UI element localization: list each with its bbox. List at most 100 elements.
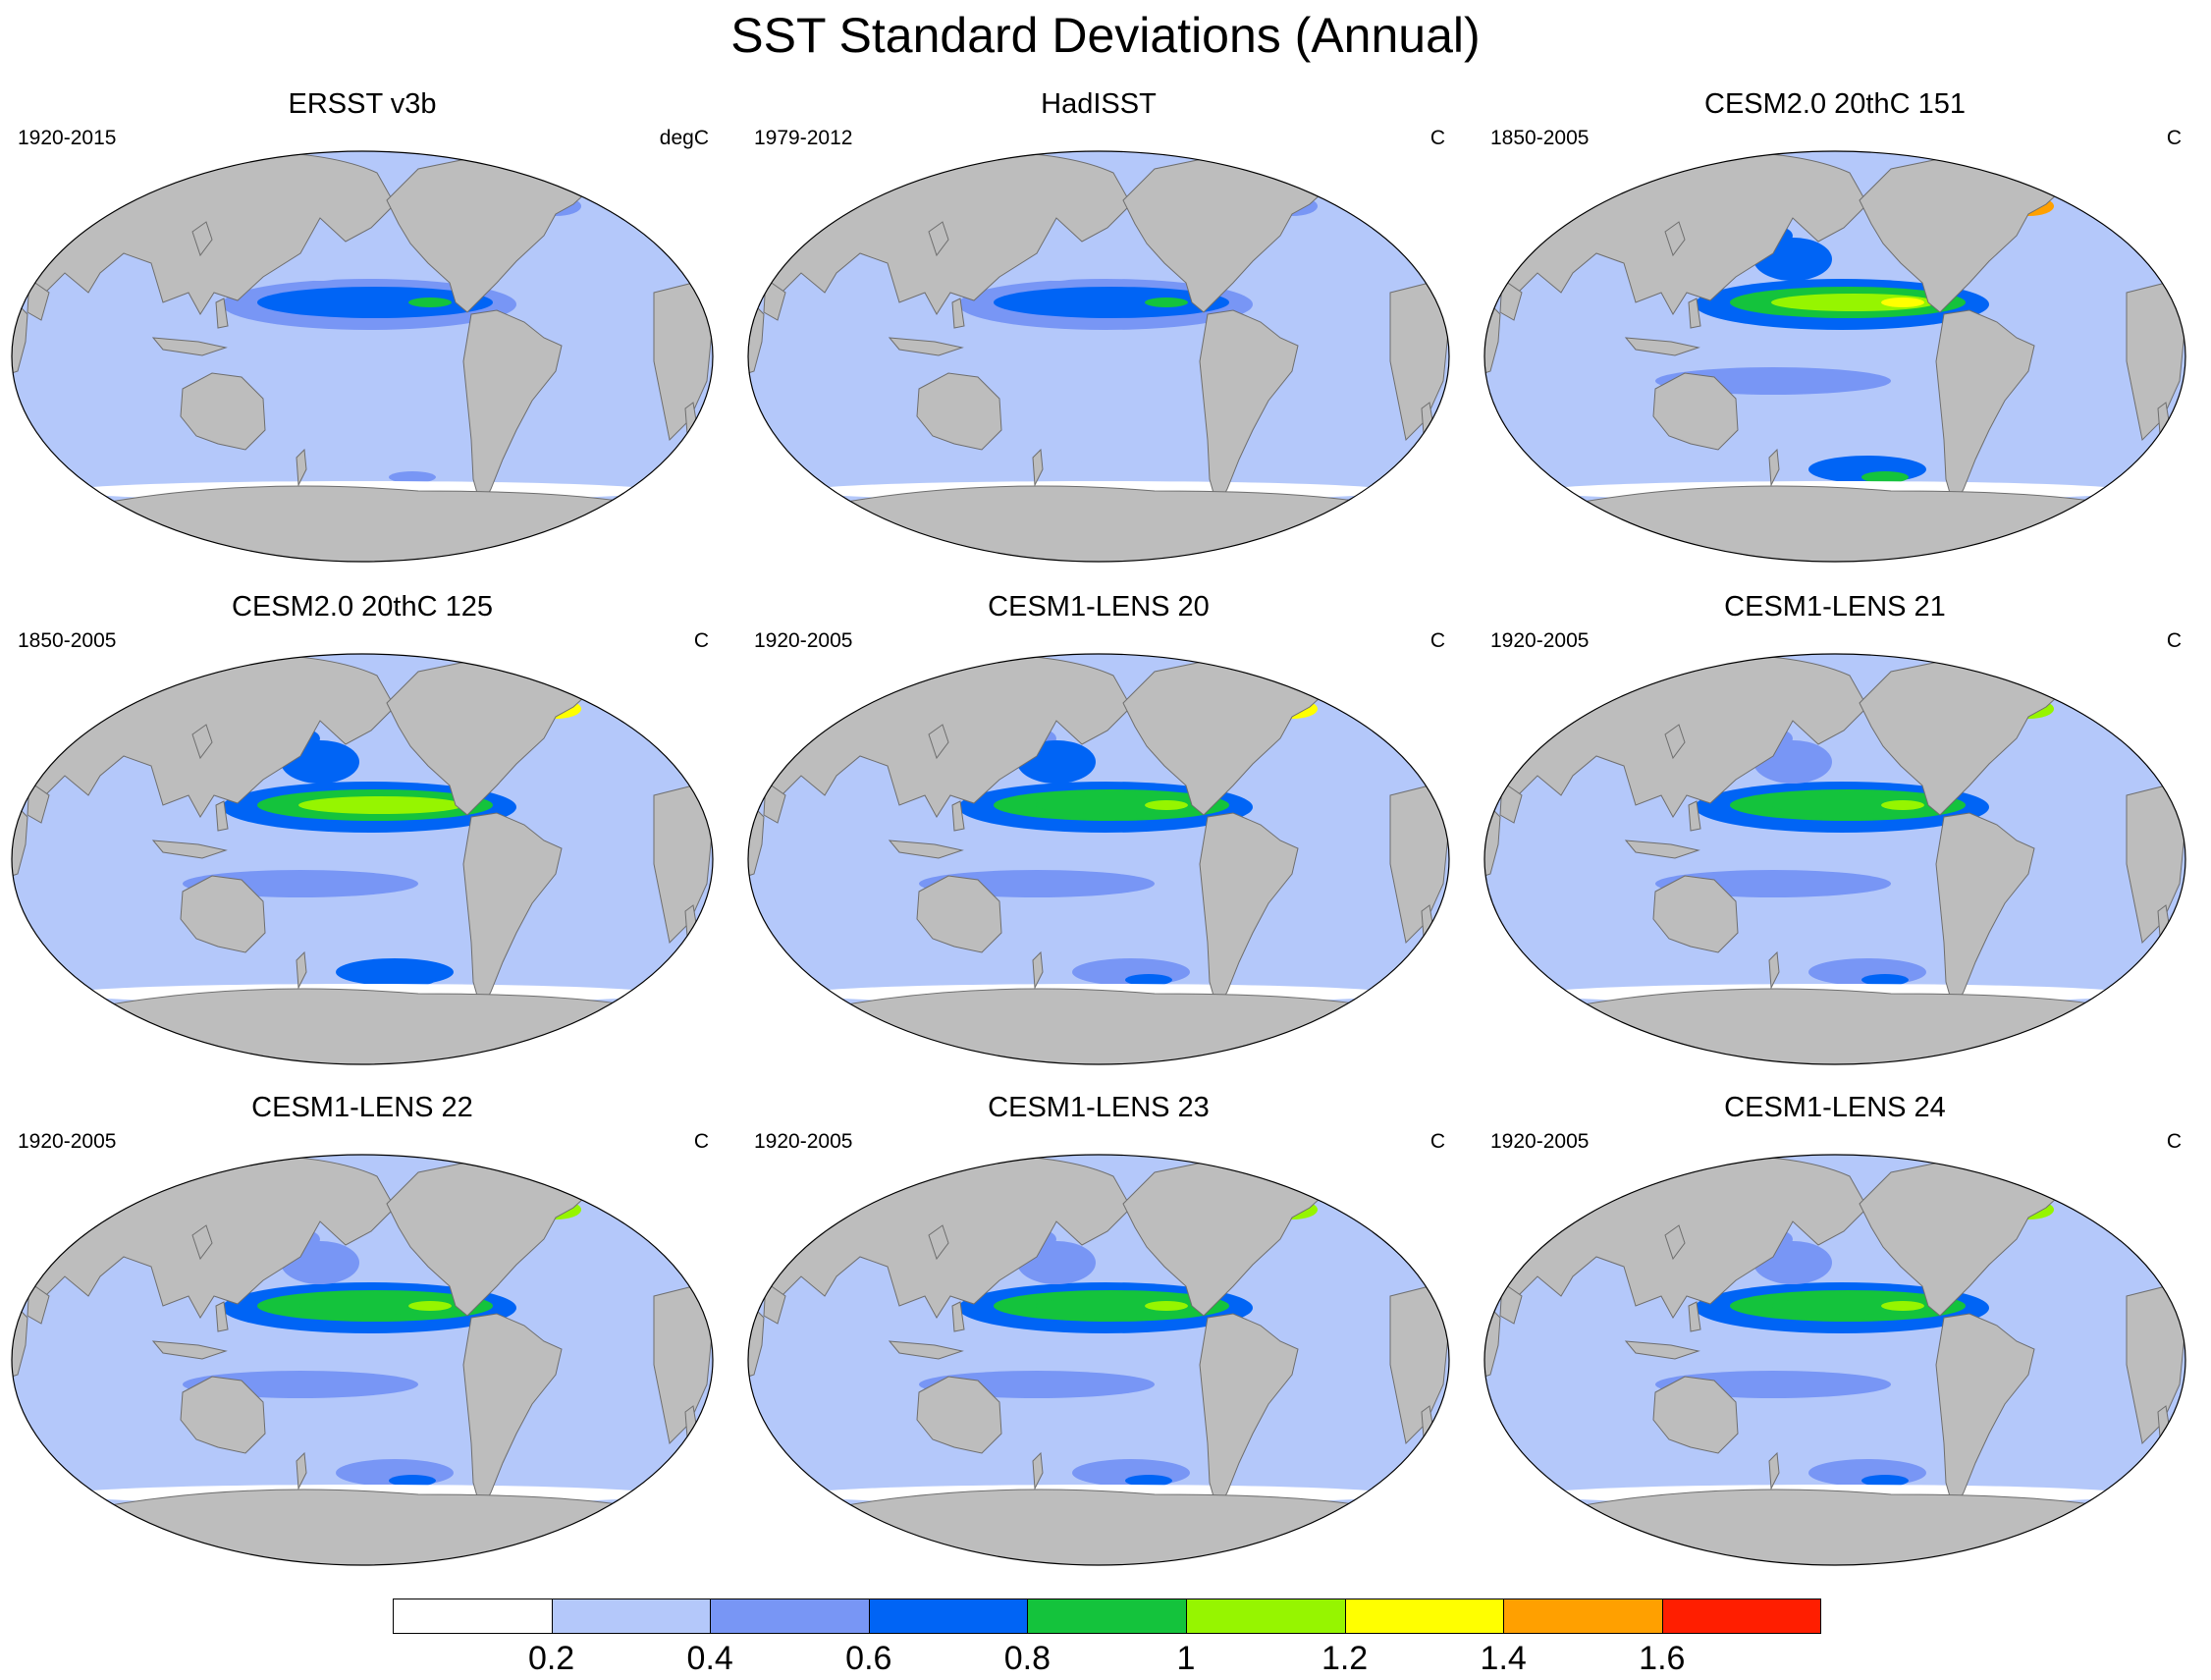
land-s-america (462, 812, 563, 1011)
colorbar-label: 0.6 (845, 1640, 892, 1677)
land-europe (632, 184, 694, 233)
sst-contour-region (1125, 974, 1172, 986)
land-antarctica (799, 1489, 1392, 1565)
map-panel: CESM1-LENS 22 1920-2005 C (6, 1090, 719, 1581)
land-greenland (1290, 152, 1372, 193)
land-australia (1652, 372, 1739, 451)
sst-field (748, 151, 1449, 562)
panel-title: ERSST v3b (288, 88, 437, 120)
land-australia (916, 372, 1002, 451)
colorbar-label: 0.8 (1003, 1640, 1052, 1677)
land-indonesia (888, 337, 964, 356)
panel-title: CESM2.0 20thC 151 (1704, 88, 1966, 120)
sst-field (1484, 654, 2185, 1064)
land-new-zealand (1032, 1451, 1044, 1490)
panel-period: 1920-2015 (18, 127, 117, 149)
map-panel: CESM2.0 20thC 125 1850-2005 C (6, 589, 719, 1080)
panel-units: C (2166, 127, 2182, 149)
land-new-zealand (1768, 950, 1780, 990)
sst-contour-region (562, 668, 589, 691)
panel-title: CESM1-LENS 23 (988, 1092, 1210, 1123)
map-panel: CESM1-LENS 24 1920-2005 C (1479, 1090, 2191, 1581)
sst-contour-region (1125, 1475, 1172, 1487)
land-europe (2105, 184, 2167, 233)
sst-contour-region (1861, 1475, 1909, 1487)
land-s-america (1935, 812, 2035, 1011)
land-greenland (2026, 655, 2108, 696)
land-indonesia (888, 840, 964, 859)
land-philippines (215, 1301, 229, 1332)
panel-period: 1920-2005 (754, 1130, 853, 1153)
land-arabia (763, 781, 786, 824)
land-indonesia (151, 1340, 228, 1360)
land-arabia (27, 1281, 50, 1325)
sst-map (1483, 1154, 2186, 1566)
land-greenland (2026, 1156, 2108, 1197)
land-japan (191, 1224, 213, 1261)
land-antarctica (1536, 988, 2129, 1064)
land-japan (928, 1224, 949, 1261)
land-new-zealand (1032, 950, 1044, 990)
colorbar-swatch (1027, 1599, 1187, 1634)
panel-units: C (693, 629, 709, 652)
land-philippines (951, 800, 965, 832)
sst-field (748, 1155, 1449, 1565)
sst-contour-region (2034, 668, 2062, 691)
land-antarctica (1536, 1489, 2129, 1565)
land-new-zealand (1768, 1451, 1780, 1490)
panel-title: CESM1-LENS 22 (251, 1092, 473, 1123)
land-s-america (1199, 812, 1299, 1011)
sst-map (11, 653, 714, 1065)
panel-units: C (693, 1130, 709, 1153)
sst-contour-region (2034, 1168, 2062, 1192)
land-greenland (554, 152, 635, 193)
colorbar-swatch (1344, 1599, 1504, 1634)
colorbar-label: 1.2 (1321, 1640, 1369, 1677)
land-indonesia (151, 337, 228, 356)
map-panel: CESM1-LENS 20 1920-2005 C (742, 589, 1455, 1080)
map-panel: HadISST 1979-2012 C (742, 86, 1455, 577)
sst-map (747, 150, 1450, 563)
panel-units: degC (659, 127, 709, 149)
land-philippines (215, 298, 229, 329)
colorbar-label: 0.2 (527, 1640, 575, 1677)
land-indonesia (1624, 840, 1700, 859)
land-greenland (554, 1156, 635, 1197)
colorbar-label: 0.4 (686, 1640, 733, 1677)
land-japan (191, 724, 213, 760)
panel-units: C (2166, 629, 2182, 652)
sst-contour-region (1881, 800, 1924, 810)
sst-contour-region (562, 1168, 589, 1192)
colorbar-swatch (1661, 1599, 1821, 1634)
land-europe (1369, 1187, 1430, 1236)
land-philippines (1688, 800, 1701, 832)
land-antarctica (799, 988, 1392, 1064)
colorbar-swatch (1503, 1599, 1663, 1634)
land-arabia (1499, 781, 1523, 824)
land-indonesia (1624, 337, 1700, 356)
panel-period: 1920-2005 (1490, 1130, 1590, 1153)
land-arabia (1499, 1281, 1523, 1325)
sst-contour-region (1861, 471, 1909, 483)
land-s-america (1935, 309, 2035, 509)
sst-field (1484, 151, 2185, 562)
land-greenland (1290, 1156, 1372, 1197)
colorbar-swatch (710, 1599, 870, 1634)
land-europe (2105, 686, 2167, 735)
sst-contour-region (389, 974, 436, 986)
land-arabia (27, 278, 50, 321)
sst-contour-region (408, 1301, 452, 1311)
land-japan (191, 221, 213, 257)
land-s-america (1199, 1313, 1299, 1512)
sst-field (12, 151, 713, 562)
sst-contour-region (389, 1475, 436, 1487)
globe-outline (747, 150, 1450, 563)
sst-contour-region (1861, 974, 1909, 986)
land-antarctica (63, 988, 656, 1064)
land-indonesia (888, 1340, 964, 1360)
land-greenland (1290, 655, 1372, 696)
map-panel: CESM1-LENS 23 1920-2005 C (742, 1090, 1455, 1581)
land-philippines (951, 298, 965, 329)
land-s-america (462, 309, 563, 509)
land-arabia (763, 1281, 786, 1325)
